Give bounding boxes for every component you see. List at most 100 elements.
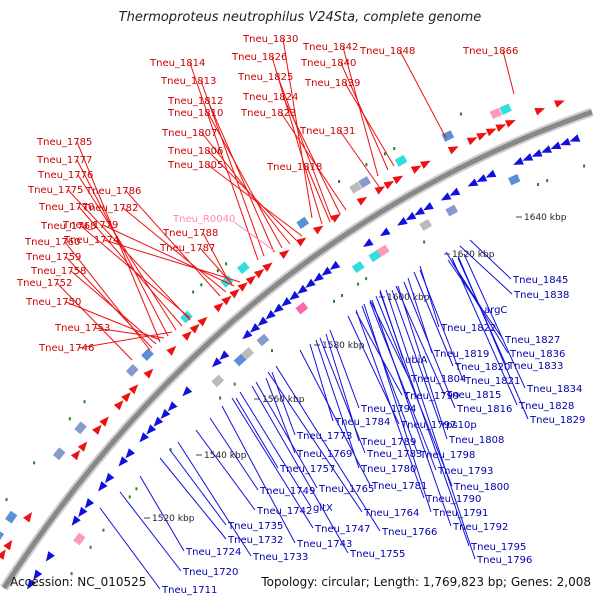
marker-dot [33, 461, 36, 465]
reverse-gene-label: ubiA [405, 355, 427, 366]
feature-box [295, 301, 309, 315]
label-leader [319, 337, 366, 454]
marker-dot [225, 262, 228, 266]
feature-box [296, 216, 310, 230]
feature-box [368, 249, 382, 263]
position-mark: 1620 kbp [452, 250, 495, 260]
label-leader [235, 397, 279, 469]
forward-gene-label: Tneu_1785 [36, 137, 92, 148]
forward-gene-arrow [23, 512, 33, 523]
label-leader [255, 381, 318, 489]
reverse-gene-arrow [405, 211, 417, 221]
label-leader [94, 327, 165, 339]
label-leader [463, 253, 526, 389]
forward-gene-label: Tneu_1806 [167, 146, 223, 157]
reverse-gene-label: Tneu_1795 [470, 542, 526, 553]
forward-gene-label: Tneu_1848 [359, 46, 415, 57]
marker-dot [70, 572, 73, 576]
label-leader [271, 371, 296, 436]
marker-dot [169, 448, 172, 452]
reverse-gene-arrow [160, 408, 171, 419]
marker-dot [89, 545, 92, 549]
label-leader [399, 50, 447, 139]
reverse-gene-arrow [531, 149, 543, 157]
reverse-gene-arrow [485, 169, 497, 178]
feature-track [0, 100, 586, 590]
label-leader [315, 339, 360, 469]
marker-dot [340, 294, 343, 298]
label-leader [231, 397, 314, 529]
feature-box [241, 347, 255, 360]
feature-box [351, 260, 365, 274]
label-leader [339, 130, 381, 189]
label-leader [78, 206, 183, 327]
forward-gene-arrow [295, 237, 307, 247]
marker-dot [271, 349, 274, 353]
forward-gene-label: Tneu_1777 [36, 155, 92, 166]
reverse-gene-arrow [541, 145, 552, 153]
forward-gene-arrow [330, 213, 341, 223]
marker-dot [219, 396, 222, 400]
label-leader [195, 429, 256, 511]
feature-box [233, 353, 247, 367]
reverse-gene-label: Tneu_1789 [360, 437, 416, 448]
reverse-gene-label: Tneu_1827 [504, 335, 560, 346]
label-leader [363, 303, 432, 513]
label-leader [99, 507, 161, 590]
marker-dot [192, 290, 195, 294]
forward-gene-arrow [419, 160, 431, 169]
reverse-gene-label: Tneu_1816 [456, 404, 512, 415]
marker-dot [233, 382, 236, 386]
reverse-gene-arrow [414, 206, 426, 216]
label-leader [267, 371, 363, 513]
label-leader [65, 256, 153, 349]
label-leader [451, 257, 518, 406]
reverse-gene-label: Tneu_1819 [433, 349, 489, 360]
marker-dot [333, 299, 336, 303]
forward-gene-arrow [383, 180, 395, 190]
reverse-gene-label: Tneu_1781 [371, 481, 427, 492]
label-leader [78, 331, 173, 349]
reverse-gene-arrow [33, 569, 43, 581]
reverse-gene-label: Tneu_1794 [360, 404, 416, 415]
forward-gene-label: Tneu_1813 [160, 76, 216, 87]
reverse-gene-label: rps10p [442, 420, 477, 431]
label-leader [375, 295, 453, 487]
feature-box [5, 510, 18, 524]
feature-box [445, 204, 459, 217]
reverse-gene-label: Tneu_1747 [314, 524, 370, 535]
forward-gene-label: Tneu_1814 [149, 58, 205, 69]
marker-dot [583, 164, 586, 168]
label-leader [355, 309, 425, 499]
forward-gene-arrow [476, 132, 487, 141]
label-leader [413, 271, 454, 367]
forward-gene-label: Tneu_1775 [27, 185, 83, 196]
label-leader [275, 365, 381, 532]
reverse-gene-label: Tneu_1735 [227, 521, 283, 532]
reverse-gene-arrow [71, 515, 81, 526]
reverse-gene-label: Tneu_1836 [509, 349, 565, 360]
reverse-gene-arrow [305, 278, 316, 288]
forward-gene-arrow [495, 124, 507, 132]
reverse-gene-label: Tneu_1749 [259, 486, 315, 497]
forward-gene-arrow [70, 450, 81, 461]
reverse-gene-label: Tneu_1838 [513, 290, 569, 301]
label-leader [103, 239, 241, 283]
reverse-gene-arrow [449, 187, 461, 196]
marker-dot [365, 163, 368, 167]
label-leader [65, 301, 161, 341]
forward-gene-arrow [410, 165, 422, 174]
label-leader [342, 46, 379, 177]
reverse-gene-arrow [45, 551, 55, 562]
reverse-gene-arrow [440, 192, 452, 201]
forward-gene-label: Tneu_1840 [300, 58, 356, 69]
feature-box [349, 181, 362, 194]
label-leader [221, 405, 296, 544]
reverse-gene-label: Tneu_1711 [161, 585, 217, 596]
reverse-gene-label: Tneu_1804 [410, 374, 466, 385]
feature-box [141, 348, 154, 362]
label-leader [159, 457, 227, 540]
genome-summary-text: Topology: circular; Length: 1,769,823 bp… [260, 575, 591, 589]
forward-gene-label: Tneu_1831 [299, 126, 355, 137]
